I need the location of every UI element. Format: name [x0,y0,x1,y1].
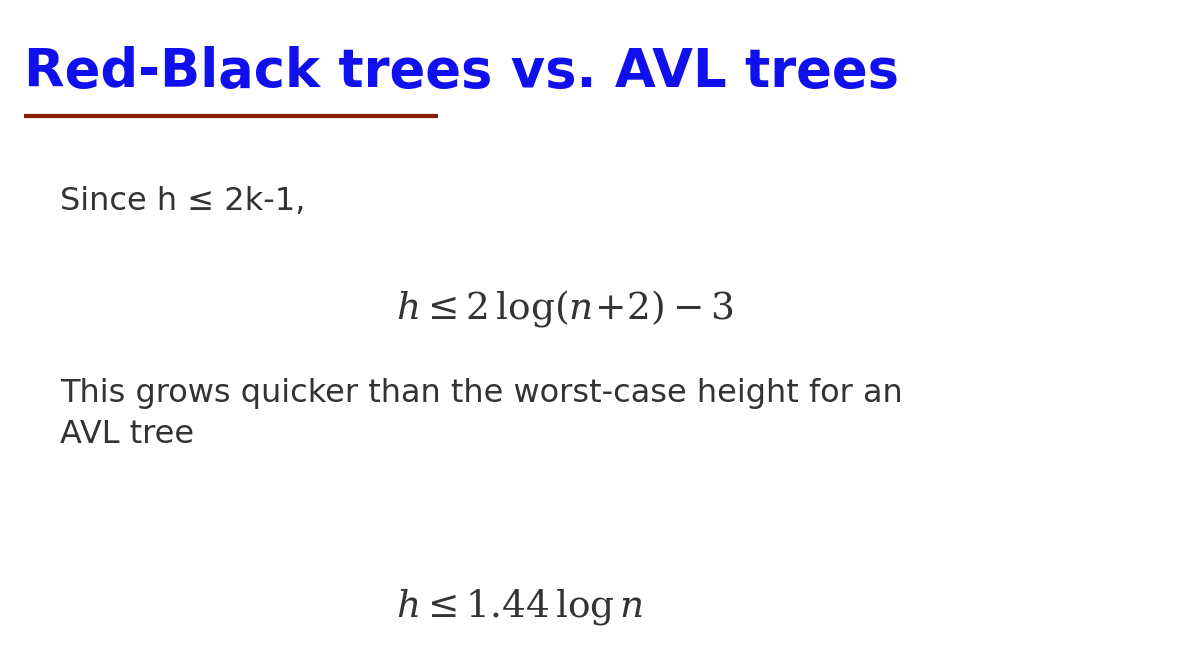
Text: $h \leq 1.44\,\mathrm{log}\,n$: $h \leq 1.44\,\mathrm{log}\,n$ [396,587,643,627]
Text: $h \leq 2\,\mathrm{log}(n\!+\!2) - 3$: $h \leq 2\,\mathrm{log}(n\!+\!2) - 3$ [396,288,734,330]
Text: This grows quicker than the worst-case height for an
AVL tree: This grows quicker than the worst-case h… [60,378,902,450]
Text: Red-Black trees vs. AVL trees: Red-Black trees vs. AVL trees [24,46,899,98]
Text: Since h ≤ 2k-1,: Since h ≤ 2k-1, [60,186,305,217]
